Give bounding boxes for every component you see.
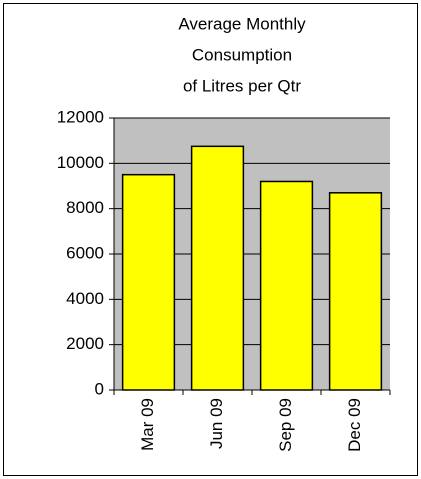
- bar: [259, 180, 314, 391]
- chart-title: Average Monthly Consumption of Litres pe…: [178, 14, 306, 95]
- bar: [328, 192, 383, 391]
- y-tick-label: 12000: [57, 107, 104, 126]
- title-line: Consumption: [192, 45, 292, 64]
- y-tick-label: 4000: [66, 289, 104, 308]
- y-tick-label: 8000: [66, 198, 104, 217]
- y-tick-label: 0: [95, 379, 104, 398]
- title-line: of Litres per Qtr: [183, 76, 301, 95]
- x-tick-label: Dec 09: [345, 398, 364, 452]
- bar: [121, 173, 176, 391]
- x-tick-label: Sep 09: [276, 398, 295, 452]
- y-tick-label: 2000: [66, 334, 104, 353]
- x-tick-label: Jun 09: [207, 398, 226, 449]
- bar: [190, 145, 245, 391]
- y-tick-label: 10000: [57, 153, 104, 172]
- x-tick-label: Mar 09: [138, 398, 157, 451]
- title-line: Average Monthly: [178, 14, 306, 33]
- y-tick-label: 6000: [66, 243, 104, 262]
